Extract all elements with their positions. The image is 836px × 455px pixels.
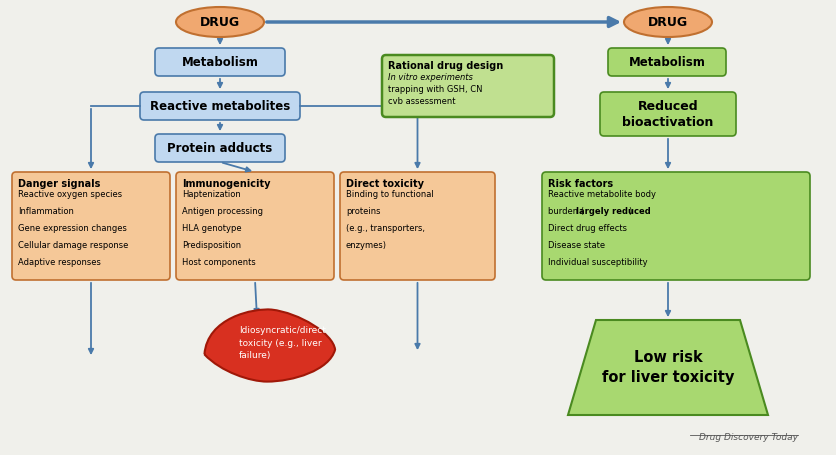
Text: DRUG: DRUG — [648, 15, 688, 29]
Text: Protein adducts: Protein adducts — [167, 142, 273, 155]
FancyBboxPatch shape — [600, 92, 736, 136]
Text: Disease state: Disease state — [548, 241, 605, 250]
Text: Risk factors: Risk factors — [548, 179, 613, 189]
Ellipse shape — [176, 7, 264, 37]
Text: Individual susceptibility: Individual susceptibility — [548, 258, 648, 267]
Polygon shape — [568, 320, 768, 415]
Text: Host components: Host components — [182, 258, 256, 267]
Text: (e.g., transporters,: (e.g., transporters, — [346, 224, 425, 233]
Text: Predisposition: Predisposition — [182, 241, 241, 250]
Text: proteins: proteins — [346, 207, 380, 216]
Text: Immunogenicity: Immunogenicity — [182, 179, 271, 189]
Ellipse shape — [624, 7, 712, 37]
Text: Idiosyncratic/direct
toxicity (e.g., liver
failure): Idiosyncratic/direct toxicity (e.g., liv… — [239, 326, 326, 360]
Text: Metabolism: Metabolism — [629, 56, 706, 69]
Text: burden (: burden ( — [548, 207, 584, 216]
Text: Danger signals: Danger signals — [18, 179, 100, 189]
Text: Direct toxicity: Direct toxicity — [346, 179, 424, 189]
Text: Gene expression changes: Gene expression changes — [18, 224, 127, 233]
FancyBboxPatch shape — [176, 172, 334, 280]
FancyBboxPatch shape — [608, 48, 726, 76]
FancyBboxPatch shape — [155, 48, 285, 76]
Text: Drug Discovery Today: Drug Discovery Today — [699, 433, 798, 442]
PathPatch shape — [205, 309, 335, 382]
FancyBboxPatch shape — [382, 55, 554, 117]
Text: Metabolism: Metabolism — [181, 56, 258, 69]
Text: Low risk
for liver toxicity: Low risk for liver toxicity — [602, 350, 734, 385]
Text: Antigen processing: Antigen processing — [182, 207, 263, 216]
Text: Rational drug design: Rational drug design — [388, 61, 503, 71]
Text: enzymes): enzymes) — [346, 241, 387, 250]
FancyBboxPatch shape — [155, 134, 285, 162]
Text: Reactive oxygen species: Reactive oxygen species — [18, 190, 122, 199]
Text: DRUG: DRUG — [200, 15, 240, 29]
FancyBboxPatch shape — [140, 92, 300, 120]
FancyBboxPatch shape — [12, 172, 170, 280]
Text: largely reduced: largely reduced — [576, 207, 650, 216]
Text: Inflammation: Inflammation — [18, 207, 74, 216]
Text: Cellular damage response: Cellular damage response — [18, 241, 129, 250]
FancyBboxPatch shape — [542, 172, 810, 280]
Text: Reactive metabolites: Reactive metabolites — [150, 100, 290, 112]
Text: Reduced
bioactivation: Reduced bioactivation — [622, 100, 714, 128]
Text: Haptenization: Haptenization — [182, 190, 241, 199]
Text: In vitro experiments: In vitro experiments — [388, 73, 473, 82]
Text: HLA genotype: HLA genotype — [182, 224, 242, 233]
Text: ): ) — [628, 207, 631, 216]
Text: Direct drug effects: Direct drug effects — [548, 224, 627, 233]
FancyBboxPatch shape — [340, 172, 495, 280]
Text: cvb assessment: cvb assessment — [388, 97, 456, 106]
Text: trapping with GSH, CN: trapping with GSH, CN — [388, 85, 482, 94]
Text: Binding to functional: Binding to functional — [346, 190, 434, 199]
Text: Adaptive responses: Adaptive responses — [18, 258, 101, 267]
Text: Reactive metabolite body: Reactive metabolite body — [548, 190, 656, 199]
